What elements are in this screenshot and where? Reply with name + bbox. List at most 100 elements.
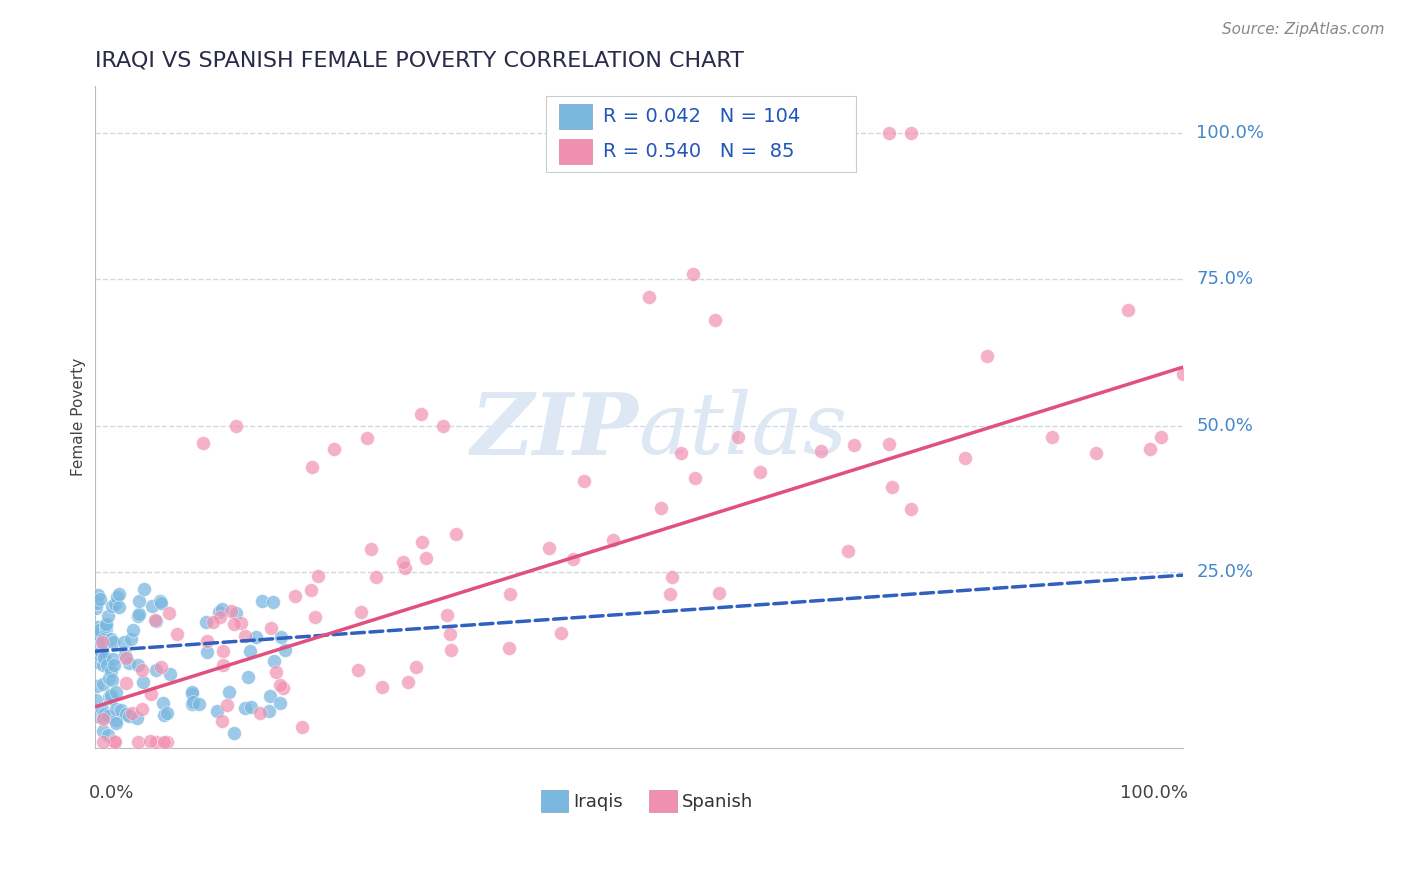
Point [498, 640, 520, 655]
Point [229, 615, 252, 630]
Point [499, 587, 522, 601]
Point [149, 660, 172, 674]
Point [89, 592, 111, 607]
Point [105, 685, 128, 699]
Point [118, 709, 141, 723]
Point [233, 629, 256, 643]
Point [103, 657, 125, 672]
Point [86, 588, 108, 602]
Point [96, 618, 118, 632]
Point [537, 541, 560, 555]
Point [181, 685, 204, 699]
Point [156, 735, 179, 749]
FancyBboxPatch shape [546, 96, 856, 172]
Point [572, 474, 595, 488]
Point [153, 707, 176, 722]
Point [1040, 430, 1063, 444]
Point [100, 690, 122, 705]
Point [84, 628, 107, 642]
Point [127, 657, 149, 672]
Point [84, 601, 107, 615]
Point [953, 451, 976, 466]
Point [141, 687, 163, 701]
Point [727, 429, 749, 443]
Point [218, 685, 240, 699]
Point [98, 671, 121, 685]
Point [86, 595, 108, 609]
Point [347, 663, 370, 677]
Point [121, 706, 143, 721]
Point [208, 605, 231, 619]
Point [436, 607, 458, 622]
Point [132, 582, 155, 596]
Text: 100.0%: 100.0% [1197, 124, 1264, 142]
Point [104, 716, 127, 731]
Point [152, 735, 174, 749]
Point [284, 590, 307, 604]
Point [114, 676, 136, 690]
Point [257, 704, 280, 718]
Point [101, 635, 124, 649]
Point [100, 688, 122, 702]
Point [96, 617, 118, 632]
Point [93, 724, 115, 739]
Point [84, 637, 107, 651]
Point [91, 735, 114, 749]
Text: 0.0%: 0.0% [89, 784, 135, 802]
Point [84, 645, 107, 659]
Text: Source: ZipAtlas.com: Source: ZipAtlas.com [1222, 22, 1385, 37]
Point [131, 702, 153, 716]
Point [900, 502, 922, 516]
Point [250, 593, 273, 607]
Point [900, 126, 922, 140]
Point [432, 418, 454, 433]
Point [180, 698, 202, 712]
Point [93, 707, 115, 722]
Point [103, 734, 125, 748]
Point [84, 623, 107, 637]
Point [669, 446, 692, 460]
Point [105, 591, 128, 605]
Bar [560, 139, 592, 164]
Point [127, 735, 149, 749]
Point [837, 544, 859, 558]
Point [96, 657, 118, 672]
Point [155, 706, 177, 720]
Point [1171, 367, 1194, 381]
Point [882, 480, 904, 494]
Point [411, 534, 433, 549]
Point [127, 608, 149, 623]
Point [307, 569, 329, 583]
Point [602, 533, 624, 547]
Point [211, 714, 233, 728]
Point [104, 735, 127, 749]
Point [104, 597, 127, 611]
Point [90, 635, 112, 649]
Point [439, 626, 461, 640]
Point [356, 431, 378, 445]
Point [131, 675, 153, 690]
Point [118, 657, 141, 671]
Point [100, 664, 122, 678]
Point [405, 660, 427, 674]
Point [215, 698, 238, 712]
Point [444, 527, 467, 541]
Point [877, 126, 900, 140]
Text: 100.0%: 100.0% [1121, 784, 1188, 802]
Point [188, 697, 211, 711]
Point [91, 702, 114, 716]
Point [219, 604, 242, 618]
Text: Spanish: Spanish [682, 793, 754, 811]
Point [976, 350, 998, 364]
Point [180, 687, 202, 701]
Point [1150, 430, 1173, 444]
Point [212, 644, 235, 658]
Point [145, 735, 167, 749]
Point [211, 602, 233, 616]
Point [143, 613, 166, 627]
Point [209, 609, 232, 624]
Text: 50.0%: 50.0% [1197, 417, 1253, 434]
Point [159, 667, 181, 681]
Point [195, 645, 218, 659]
Point [86, 655, 108, 669]
